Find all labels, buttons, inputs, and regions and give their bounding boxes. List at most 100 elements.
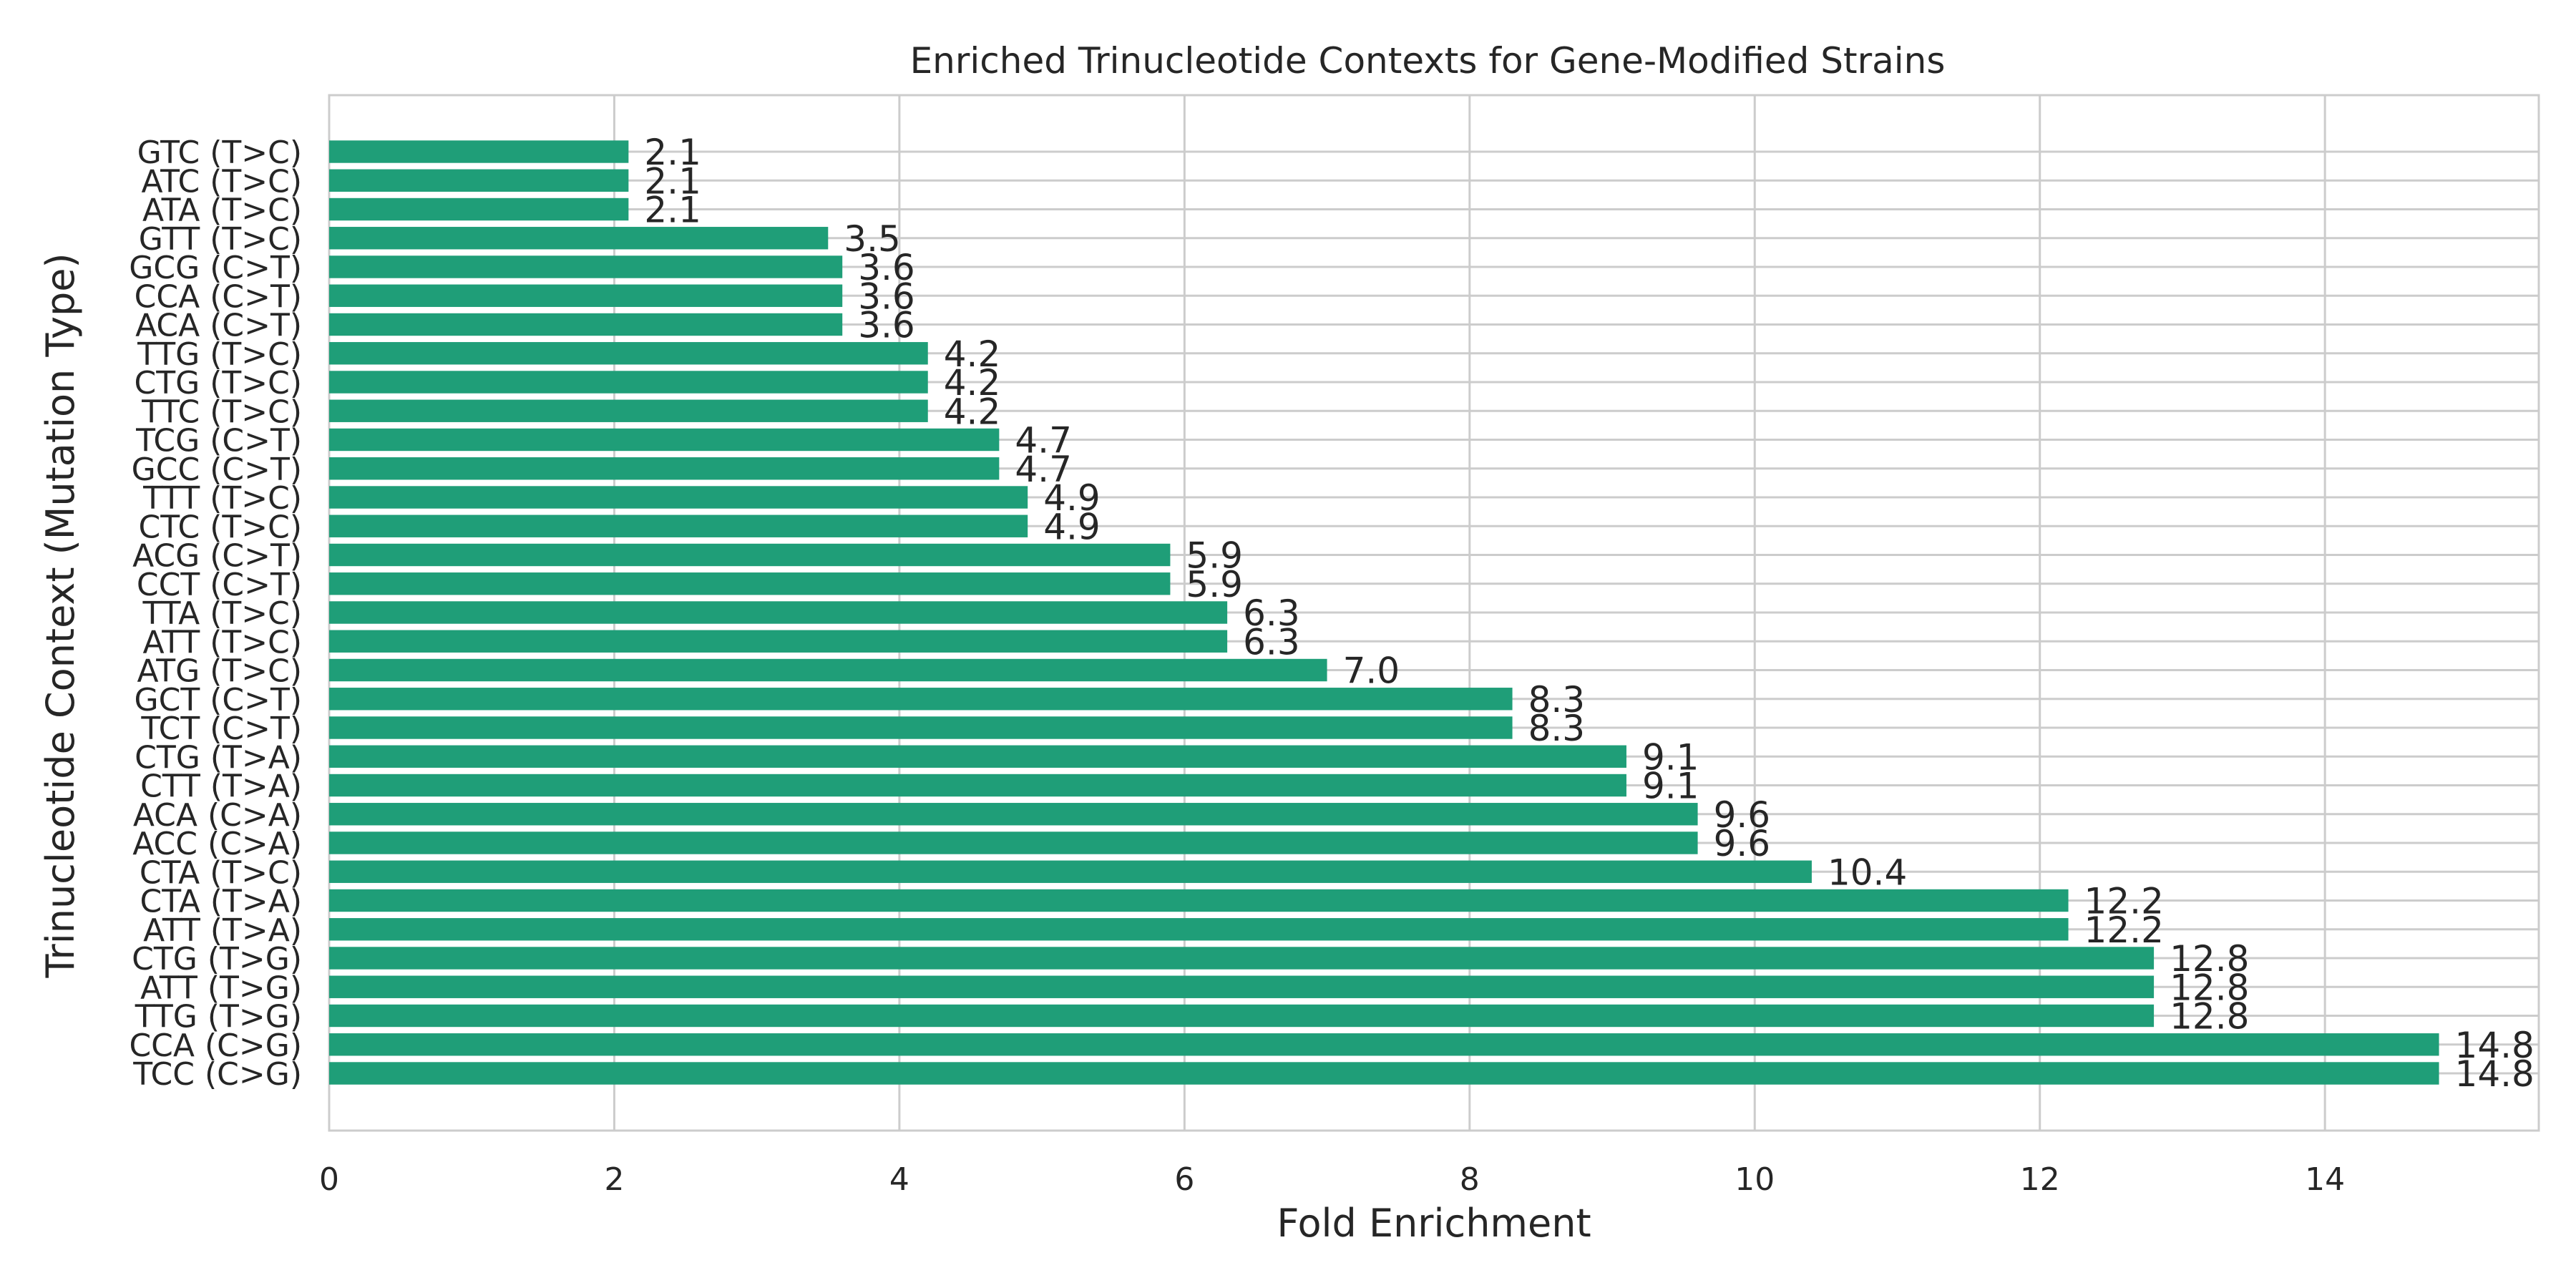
bar-value-label: 2.1 <box>644 160 701 202</box>
bar-value-label: 9.6 <box>1714 794 1771 836</box>
y-tick-label: CTG (T>G) <box>132 941 302 977</box>
bar <box>329 342 928 365</box>
y-tick-label: CTC (T>C) <box>138 509 302 545</box>
bar-value-label: 10.4 <box>1828 852 1907 893</box>
y-tick-label: CCA (C>G) <box>129 1028 302 1064</box>
y-tick-label: CTG (T>C) <box>135 365 302 401</box>
y-tick-label: CCA (C>T) <box>135 278 302 315</box>
bar <box>329 284 843 307</box>
bar-value-label: 9.1 <box>1642 766 1699 807</box>
bar <box>329 514 1028 537</box>
x-tick-label: 8 <box>1460 1161 1480 1198</box>
bar-value-label: 12.2 <box>2084 909 2164 951</box>
y-tick-label: CTA (T>A) <box>140 884 302 920</box>
y-tick-label: TTA (T>C) <box>142 595 302 632</box>
bar <box>329 197 629 221</box>
bar-value-label: 14.8 <box>2455 1053 2534 1095</box>
bar-value-label: 12.8 <box>2170 996 2249 1038</box>
value-labels: 14.814.812.812.812.812.212.210.49.69.69.… <box>644 132 2534 1095</box>
x-axis-label: Fold Enrichment <box>1277 1201 1591 1246</box>
bar <box>329 658 1327 682</box>
bar <box>329 399 928 422</box>
y-tick-label: ATA (T>C) <box>142 192 302 229</box>
bar <box>329 601 1228 624</box>
bar <box>329 831 1698 854</box>
y-tick-label: TTC (T>C) <box>141 394 302 430</box>
bar-value-label: 3.6 <box>858 275 915 317</box>
bar-value-label: 9.1 <box>1642 736 1699 778</box>
x-tick-label: 4 <box>889 1161 909 1198</box>
bar-value-label: 8.3 <box>1528 679 1586 721</box>
bar <box>329 140 629 163</box>
y-tick-label: GTC (T>C) <box>137 135 302 171</box>
x-tick-label: 6 <box>1174 1161 1194 1198</box>
bar <box>329 1033 2439 1056</box>
y-tick-label: ACC (C>A) <box>132 826 302 862</box>
y-tick-label: CTG (T>A) <box>135 739 302 776</box>
y-tick-label: GTT (T>C) <box>139 221 302 258</box>
x-tick-label: 0 <box>319 1161 339 1198</box>
y-tick-label: CTA (T>C) <box>140 854 302 891</box>
category-labels: TCC (C>G)CCA (C>G)TTG (T>G)ATT (T>G)CTG … <box>129 135 302 1093</box>
bar-value-label: 6.3 <box>1243 621 1300 663</box>
bar <box>329 313 843 336</box>
bar <box>329 774 1626 797</box>
y-tick-label: TCG (C>T) <box>135 423 302 459</box>
bar <box>329 371 928 394</box>
bar <box>329 1004 2155 1028</box>
y-tick-label: ATT (T>A) <box>143 912 302 949</box>
bar <box>329 227 829 250</box>
bar-value-label: 3.5 <box>844 218 901 260</box>
bar-value-label: 4.2 <box>944 362 1001 404</box>
bar-value-label: 4.9 <box>1043 477 1101 519</box>
bar-value-label: 5.9 <box>1186 564 1243 605</box>
bar <box>329 255 843 278</box>
x-tick-label: 2 <box>604 1161 624 1198</box>
bar <box>329 543 1171 567</box>
bar-value-label: 12.8 <box>2170 938 2249 980</box>
bar-value-label: 7.0 <box>1343 650 1400 692</box>
y-tick-label: ATT (T>C) <box>143 624 302 660</box>
bar <box>329 716 1513 739</box>
bar <box>329 428 1000 452</box>
y-tick-label: CTT (T>A) <box>140 769 302 805</box>
y-tick-label: TTG (T>C) <box>137 336 302 373</box>
bar-value-label: 12.8 <box>2170 967 2249 1008</box>
bar <box>329 457 1000 480</box>
bars <box>329 140 2439 1085</box>
bar-value-label: 5.9 <box>1186 535 1243 577</box>
y-tick-label: TCC (C>G) <box>132 1056 302 1093</box>
x-tick-label: 12 <box>2020 1161 2060 1198</box>
y-tick-label: ATG (T>C) <box>137 653 302 690</box>
y-axis-label: Trinucleotide Context (Mutation Type) <box>38 253 83 978</box>
bar-value-label: 4.7 <box>1015 449 1072 490</box>
bar-value-label: 3.6 <box>858 247 915 288</box>
y-tick-label: ACG (C>T) <box>132 538 302 575</box>
bar <box>329 572 1171 595</box>
bar-value-label: 3.6 <box>858 305 915 346</box>
bar-value-label: 12.2 <box>2084 881 2164 922</box>
x-tick-labels: 0 2 4 6 8 10 12 14 <box>319 1161 2345 1198</box>
y-tick-label: TTG (T>G) <box>135 999 302 1035</box>
y-tick-label: GCG (C>T) <box>129 250 302 286</box>
bar <box>329 169 629 192</box>
bar <box>329 630 1228 653</box>
bar <box>329 486 1028 509</box>
chart-title: Enriched Trinucleotide Contexts for Gene… <box>910 40 1946 82</box>
y-tick-label: ACA (C>T) <box>135 308 302 344</box>
bar <box>329 688 1513 711</box>
bar <box>329 1062 2439 1085</box>
bar-value-label: 4.7 <box>1015 420 1072 462</box>
y-tick-label: ATC (T>C) <box>142 163 303 200</box>
bar-value-label: 4.2 <box>944 391 1001 432</box>
bar <box>329 947 2155 970</box>
bar-value-label: 9.6 <box>1714 823 1771 864</box>
bar-value-label: 14.8 <box>2455 1025 2534 1066</box>
y-tick-label: GCT (C>T) <box>135 682 302 718</box>
x-tick-label: 10 <box>1735 1161 1775 1198</box>
bar <box>329 803 1698 826</box>
y-tick-label: CCT (C>T) <box>137 567 302 603</box>
bar-value-label: 2.1 <box>644 132 701 173</box>
bar <box>329 889 2069 912</box>
